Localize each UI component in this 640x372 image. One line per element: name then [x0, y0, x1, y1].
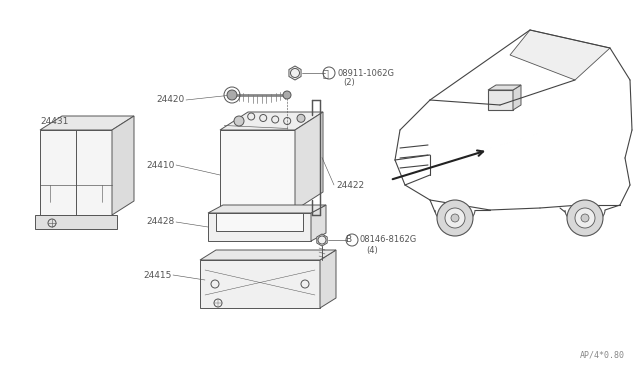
Polygon shape — [208, 205, 326, 213]
Text: (4): (4) — [366, 246, 378, 254]
Polygon shape — [510, 30, 610, 80]
Circle shape — [575, 208, 595, 228]
Bar — [488, 90, 513, 110]
Bar — [216, 213, 303, 231]
Bar — [35, 215, 117, 229]
Text: AP/4*0.80: AP/4*0.80 — [580, 351, 625, 360]
Circle shape — [437, 200, 473, 236]
Text: 24431: 24431 — [41, 118, 69, 126]
Polygon shape — [317, 234, 327, 246]
Bar — [220, 130, 295, 210]
Circle shape — [227, 90, 237, 100]
Bar — [40, 130, 112, 215]
Text: 08911-1062G: 08911-1062G — [337, 68, 394, 77]
Text: 24428: 24428 — [147, 218, 175, 227]
Polygon shape — [200, 250, 336, 260]
Circle shape — [581, 214, 589, 222]
Polygon shape — [295, 112, 323, 210]
Bar — [200, 260, 320, 308]
Text: Ⓝ: Ⓝ — [322, 68, 328, 78]
Text: 08146-8162G: 08146-8162G — [360, 235, 417, 244]
Polygon shape — [311, 205, 326, 241]
Polygon shape — [320, 250, 336, 308]
Circle shape — [234, 116, 244, 126]
Polygon shape — [112, 116, 134, 215]
Text: (2): (2) — [343, 78, 355, 87]
Text: 24422: 24422 — [336, 180, 364, 189]
Bar — [208, 213, 311, 241]
Text: 24420: 24420 — [157, 96, 185, 105]
Text: 24415: 24415 — [143, 270, 172, 279]
Text: B: B — [345, 235, 351, 244]
Circle shape — [283, 91, 291, 99]
Circle shape — [451, 214, 459, 222]
Polygon shape — [513, 85, 521, 110]
Polygon shape — [220, 112, 323, 130]
Polygon shape — [488, 85, 521, 90]
Polygon shape — [289, 66, 301, 80]
Text: 24410: 24410 — [147, 160, 175, 170]
Circle shape — [567, 200, 603, 236]
Circle shape — [297, 114, 305, 122]
Polygon shape — [40, 116, 134, 130]
Circle shape — [445, 208, 465, 228]
